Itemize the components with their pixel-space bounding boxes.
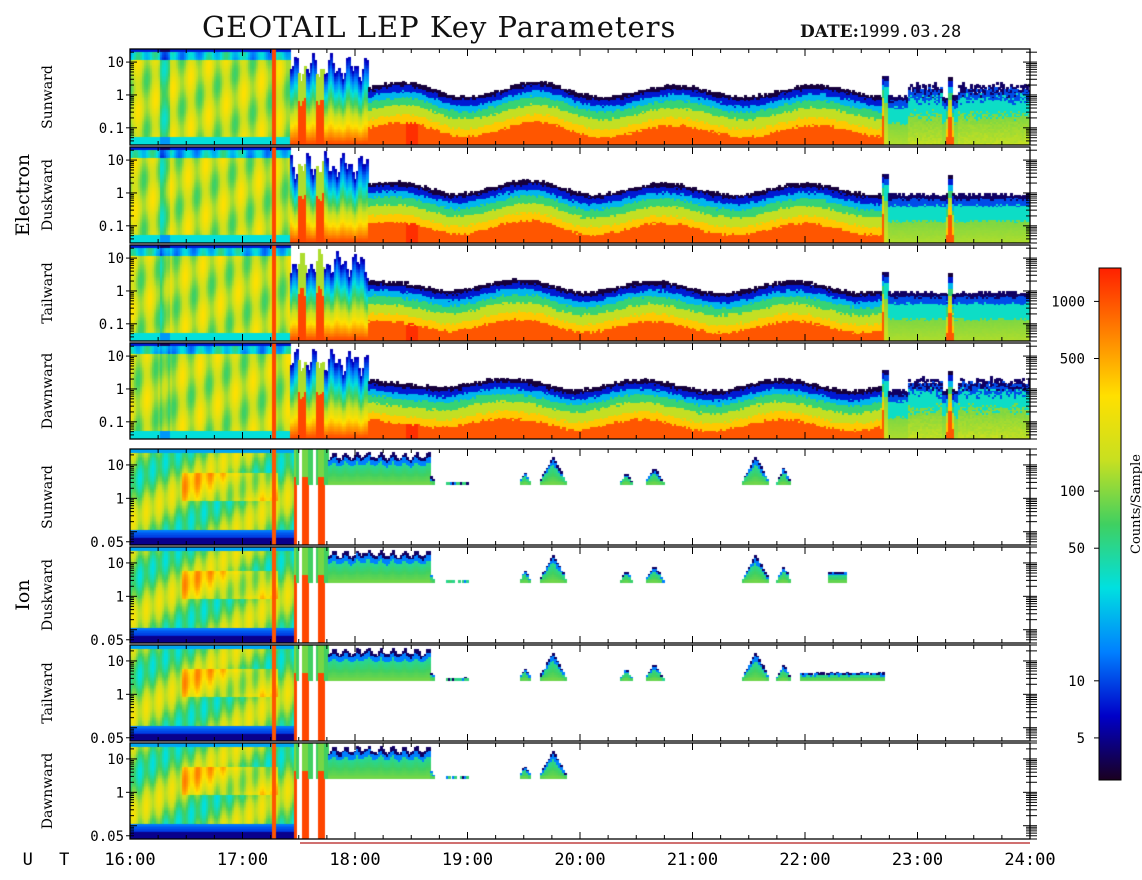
y-tick-label: 10 (107, 153, 124, 169)
spectrogram-e-tail (130, 245, 1030, 341)
x-axis-label: U T (23, 850, 78, 870)
y-tick-label: 1 (116, 589, 124, 605)
x-tick-label: 18:00 (329, 850, 380, 870)
panel-label: Tailward (40, 262, 56, 324)
panel-e-tail: 10 1 0.1 Tailward (40, 244, 1037, 342)
colorbar-tick-label: 500 (1060, 352, 1085, 368)
x-tick-label: 16:00 (104, 850, 155, 870)
date-stamp: DATE:1999.03.28 (800, 22, 961, 42)
x-tick-label: 23:00 (892, 850, 943, 870)
panel-label: Dawnward (40, 753, 56, 830)
spectrogram-e-dusk (130, 147, 1030, 243)
y-tick-label: 0.05 (90, 829, 124, 845)
y-tick-label: 0.05 (90, 633, 124, 649)
y-tick-label: 1 (116, 491, 124, 507)
panel-i-dusk: 10 1 0.05 Duskward (40, 546, 1037, 649)
panel-label: Dawnward (40, 353, 56, 430)
panel-e-sun: 10 1 0.1 Sunward (40, 48, 1037, 146)
x-tick-label: 19:00 (442, 850, 493, 870)
panel-label: Tailward (40, 662, 56, 724)
panel-i-sun: 10 1 0.05 Sunward (40, 448, 1037, 551)
chart-title: GEOTAIL LEP Key Parameters (202, 10, 677, 44)
y-tick-label: 10 (107, 654, 124, 670)
panel-i-tail: 10 1 0.05 Tailward (40, 644, 1037, 747)
panel-label: Duskward (40, 559, 56, 631)
panel-i-dawn: 10 1 0.05 Dawnward (40, 742, 1037, 845)
y-tick-label: 1 (116, 382, 124, 398)
y-tick-label: 10 (107, 349, 124, 365)
date-label: DATE: (800, 22, 859, 42)
spectrogram-e-dawn (130, 343, 1030, 439)
spectrogram-i-dusk (130, 547, 1030, 643)
y-tick-label: 10 (107, 458, 124, 474)
y-tick-label: 10 (107, 55, 124, 71)
x-tick-label: 24:00 (1004, 850, 1055, 870)
y-tick-label: 10 (107, 752, 124, 768)
date-value: 1999.03.28 (858, 22, 962, 42)
panel-label: Duskward (40, 159, 56, 231)
spectrogram-e-sun (130, 49, 1030, 145)
panel-e-dawn: 10 1 0.1 Dawnward (40, 342, 1037, 440)
y-tick-label: 0.05 (90, 535, 124, 551)
x-tick-label: 20:00 (554, 850, 605, 870)
panel-label: Sunward (40, 465, 56, 529)
panel-e-dusk: 10 1 0.1 Duskward (40, 146, 1037, 244)
spectrogram-i-sun (130, 449, 1030, 545)
x-tick-label: 21:00 (667, 850, 718, 870)
y-tick-label: 0.05 (90, 731, 124, 747)
y-tick-label: 0.1 (99, 317, 124, 333)
colorbar-tick-label: 10 (1068, 674, 1085, 690)
colorbar-tick-label: 5 (1077, 731, 1085, 747)
species-label-electron: Electron (12, 154, 34, 236)
y-tick-label: 1 (116, 687, 124, 703)
y-tick-label: 1 (116, 186, 124, 202)
colorbar-tick-label: 50 (1068, 541, 1085, 557)
spectrogram-i-dawn (130, 743, 1030, 839)
y-tick-label: 0.1 (99, 219, 124, 235)
x-tick-label: 22:00 (779, 850, 830, 870)
colorbar (1098, 267, 1122, 781)
y-tick-label: 0.1 (99, 121, 124, 137)
spectrogram-i-tail (130, 645, 1030, 741)
colorbar-tick-label: 1000 (1051, 294, 1085, 310)
y-tick-label: 1 (116, 88, 124, 104)
species-label-ion: Ion (12, 579, 34, 610)
colorbar-tick-label: 100 (1060, 484, 1085, 500)
y-tick-label: 0.1 (99, 415, 124, 431)
x-tick-label: 17:00 (217, 850, 268, 870)
y-tick-label: 1 (116, 284, 124, 300)
panel-label: Sunward (40, 65, 56, 129)
y-tick-label: 10 (107, 251, 124, 267)
y-tick-label: 10 (107, 556, 124, 572)
y-tick-label: 1 (116, 785, 124, 801)
colorbar-label: Counts/Sample (1129, 454, 1142, 554)
